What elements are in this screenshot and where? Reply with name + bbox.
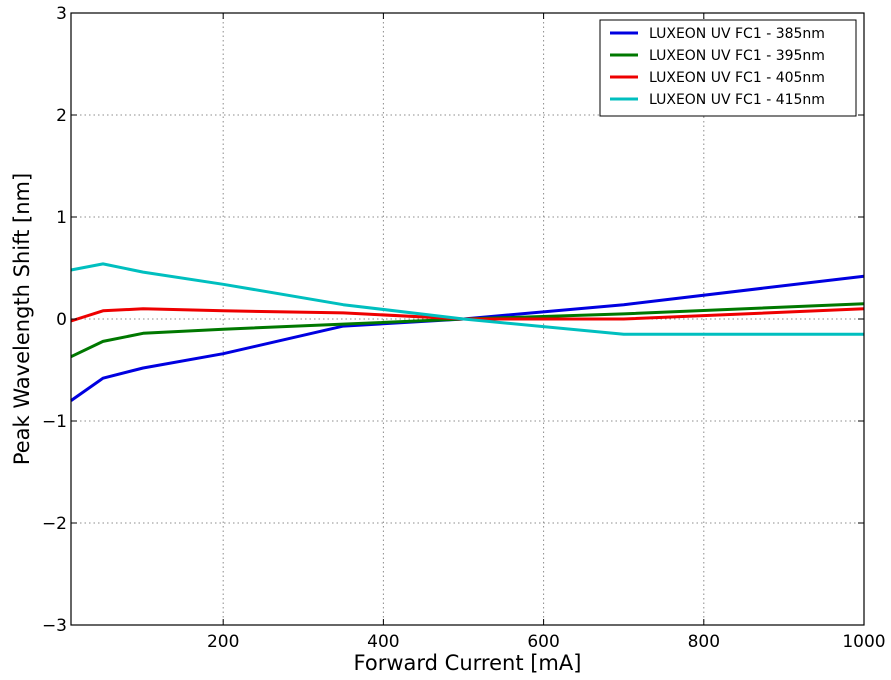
y-tick-label: −2 bbox=[42, 514, 67, 534]
x-axis-label: Forward Current [mA] bbox=[354, 651, 582, 675]
x-tick-label: 600 bbox=[527, 632, 559, 652]
x-tick-label: 400 bbox=[367, 632, 399, 652]
y-tick-label: 3 bbox=[56, 4, 67, 24]
series-line-3 bbox=[70, 307, 865, 323]
series-line-4 bbox=[70, 262, 864, 336]
legend-label: LUXEON UV FC1 - 415nm bbox=[649, 92, 825, 108]
y-tick-label: −1 bbox=[42, 412, 67, 432]
legend-label: LUXEON UV FC1 - 385nm bbox=[649, 26, 825, 42]
y-tick-label: 1 bbox=[56, 208, 67, 228]
y-axis-label: Peak Wavelength Shift [nm] bbox=[10, 173, 34, 465]
axis-ticks: 200 400 600 800 1000 −3 −2 −1 0 1 2 3 bbox=[42, 4, 886, 652]
series-lines bbox=[70, 262, 865, 402]
legend-box bbox=[599, 19, 857, 117]
series-line-2 bbox=[70, 302, 865, 359]
legend-label: LUXEON UV FC1 - 395nm bbox=[649, 48, 825, 64]
legend-label: LUXEON UV FC1 - 405nm bbox=[649, 70, 825, 86]
x-tick-label: 200 bbox=[207, 632, 239, 652]
series-line-1 bbox=[70, 274, 865, 402]
x-tick-label: 800 bbox=[688, 632, 720, 652]
y-tick-label: 0 bbox=[56, 310, 67, 330]
legend: LUXEON UV FC1 - 385nm LUXEON UV FC1 - 395… bbox=[599, 19, 857, 117]
y-tick-label: −3 bbox=[42, 616, 67, 636]
x-tick-label: 1000 bbox=[842, 632, 885, 652]
y-tick-label: 2 bbox=[56, 106, 67, 126]
